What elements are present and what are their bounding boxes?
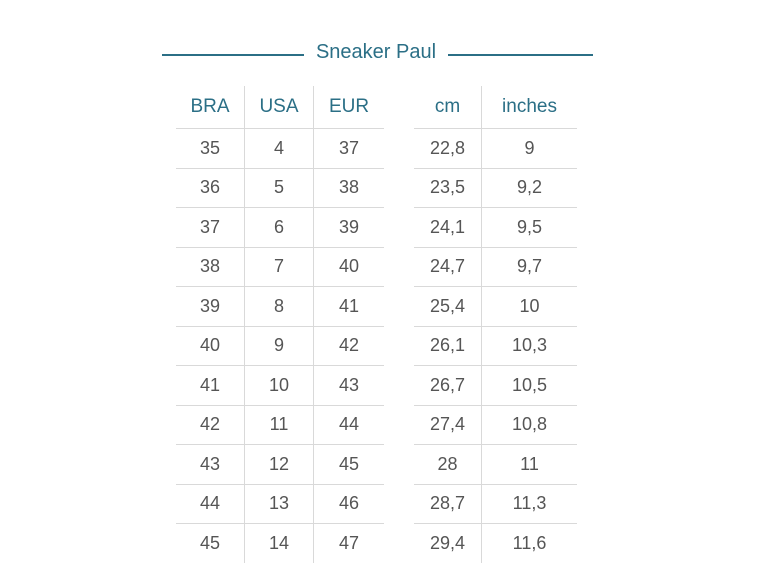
cell-bra: 37 xyxy=(176,207,245,247)
table-row: 41 10 43 xyxy=(176,365,384,405)
cell-bra: 45 xyxy=(176,523,245,563)
table-row: 28,7 11,3 xyxy=(414,483,577,524)
cell-usa: 6 xyxy=(244,207,314,247)
cell-usa: 10 xyxy=(244,365,314,405)
size-table-cm-inches: cm inches 22,8 9 23,5 9,2 24,1 9,5 24,7 9,7 25,4… xyxy=(414,86,577,563)
cell-bra: 41 xyxy=(176,365,245,405)
cell-cm: 25,4 xyxy=(414,286,482,326)
cell-cm: 27,4 xyxy=(414,404,482,445)
table-row: 40 9 42 xyxy=(176,325,384,366)
cell-inches: 9,2 xyxy=(481,167,577,208)
title-rule-right xyxy=(448,54,593,56)
cell-eur: 41 xyxy=(313,286,384,326)
column-header-usa: USA xyxy=(244,86,314,129)
cell-eur: 38 xyxy=(313,167,384,208)
table-row: 38 7 40 xyxy=(176,246,384,287)
cell-inches: 11,3 xyxy=(481,483,577,524)
table-row: 27,4 10,8 xyxy=(414,404,577,445)
cell-eur: 44 xyxy=(313,404,384,445)
table-row: 43 12 45 xyxy=(176,444,384,484)
cell-eur: 40 xyxy=(313,246,384,287)
cell-usa: 9 xyxy=(244,325,314,366)
table-row: 36 5 38 xyxy=(176,167,384,208)
cell-eur: 45 xyxy=(313,444,384,484)
title-rule-left xyxy=(162,54,304,56)
table-row: 45 14 47 xyxy=(176,523,384,563)
cell-eur: 39 xyxy=(313,207,384,247)
cell-inches: 10,5 xyxy=(481,365,577,405)
table-header-row: cm inches xyxy=(414,86,577,129)
cell-eur: 46 xyxy=(313,483,384,524)
cell-cm: 24,7 xyxy=(414,246,482,287)
size-table-bra-usa-eur: BRA USA EUR 35 4 37 36 5 38 37 6 39 38 7 40 39 8 41 40 9… xyxy=(176,86,384,563)
cell-inches: 10,8 xyxy=(481,404,577,445)
cell-inches: 10,3 xyxy=(481,325,577,366)
cell-cm: 28 xyxy=(414,444,482,484)
cell-usa: 8 xyxy=(244,286,314,326)
cell-usa: 12 xyxy=(244,444,314,484)
column-header-bra: BRA xyxy=(176,86,245,129)
cell-inches: 9,5 xyxy=(481,207,577,247)
table-row: 39 8 41 xyxy=(176,286,384,326)
cell-bra: 38 xyxy=(176,246,245,287)
table-row: 37 6 39 xyxy=(176,207,384,247)
table-row: 44 13 46 xyxy=(176,483,384,524)
cell-eur: 42 xyxy=(313,325,384,366)
table-row: 26,7 10,5 xyxy=(414,365,577,405)
cell-inches: 11,6 xyxy=(481,523,577,563)
cell-bra: 35 xyxy=(176,128,245,168)
cell-bra: 39 xyxy=(176,286,245,326)
cell-eur: 47 xyxy=(313,523,384,563)
column-header-cm: cm xyxy=(414,86,482,129)
cell-cm: 24,1 xyxy=(414,207,482,247)
cell-usa: 4 xyxy=(244,128,314,168)
cell-cm: 26,7 xyxy=(414,365,482,405)
table-row: 24,7 9,7 xyxy=(414,246,577,287)
cell-bra: 43 xyxy=(176,444,245,484)
cell-bra: 36 xyxy=(176,167,245,208)
cell-cm: 23,5 xyxy=(414,167,482,208)
cell-usa: 5 xyxy=(244,167,314,208)
cell-eur: 37 xyxy=(313,128,384,168)
table-row: 26,1 10,3 xyxy=(414,325,577,366)
page-title: Sneaker Paul xyxy=(315,41,437,63)
table-row: 22,8 9 xyxy=(414,128,577,168)
cell-bra: 44 xyxy=(176,483,245,524)
cell-cm: 29,4 xyxy=(414,523,482,563)
cell-inches: 10 xyxy=(481,286,577,326)
cell-cm: 22,8 xyxy=(414,128,482,168)
table-row: 24,1 9,5 xyxy=(414,207,577,247)
table-row: 23,5 9,2 xyxy=(414,167,577,208)
cell-usa: 7 xyxy=(244,246,314,287)
table-row: 35 4 37 xyxy=(176,128,384,168)
column-header-eur: EUR xyxy=(328,96,370,117)
table-row: 42 11 44 xyxy=(176,404,384,445)
cell-usa: 11 xyxy=(244,404,314,445)
title-row: Sneaker Paul xyxy=(162,40,593,68)
cell-inches: 9,7 xyxy=(481,246,577,287)
table-header-row: BRA USA EUR xyxy=(176,86,384,129)
cell-cm: 26,1 xyxy=(414,325,482,366)
cell-cm: 28,7 xyxy=(414,483,482,524)
cell-inches: 11 xyxy=(481,444,577,484)
cell-bra: 40 xyxy=(176,325,245,366)
column-header-inches: inches xyxy=(502,96,557,117)
cell-inches: 9 xyxy=(481,128,577,168)
table-row: 25,4 10 xyxy=(414,286,577,326)
table-row: 28 11 xyxy=(414,444,577,484)
cell-bra: 42 xyxy=(176,404,245,445)
table-row: 29,4 11,6 xyxy=(414,523,577,563)
cell-usa: 14 xyxy=(244,523,314,563)
cell-usa: 13 xyxy=(244,483,314,524)
cell-eur: 43 xyxy=(313,365,384,405)
